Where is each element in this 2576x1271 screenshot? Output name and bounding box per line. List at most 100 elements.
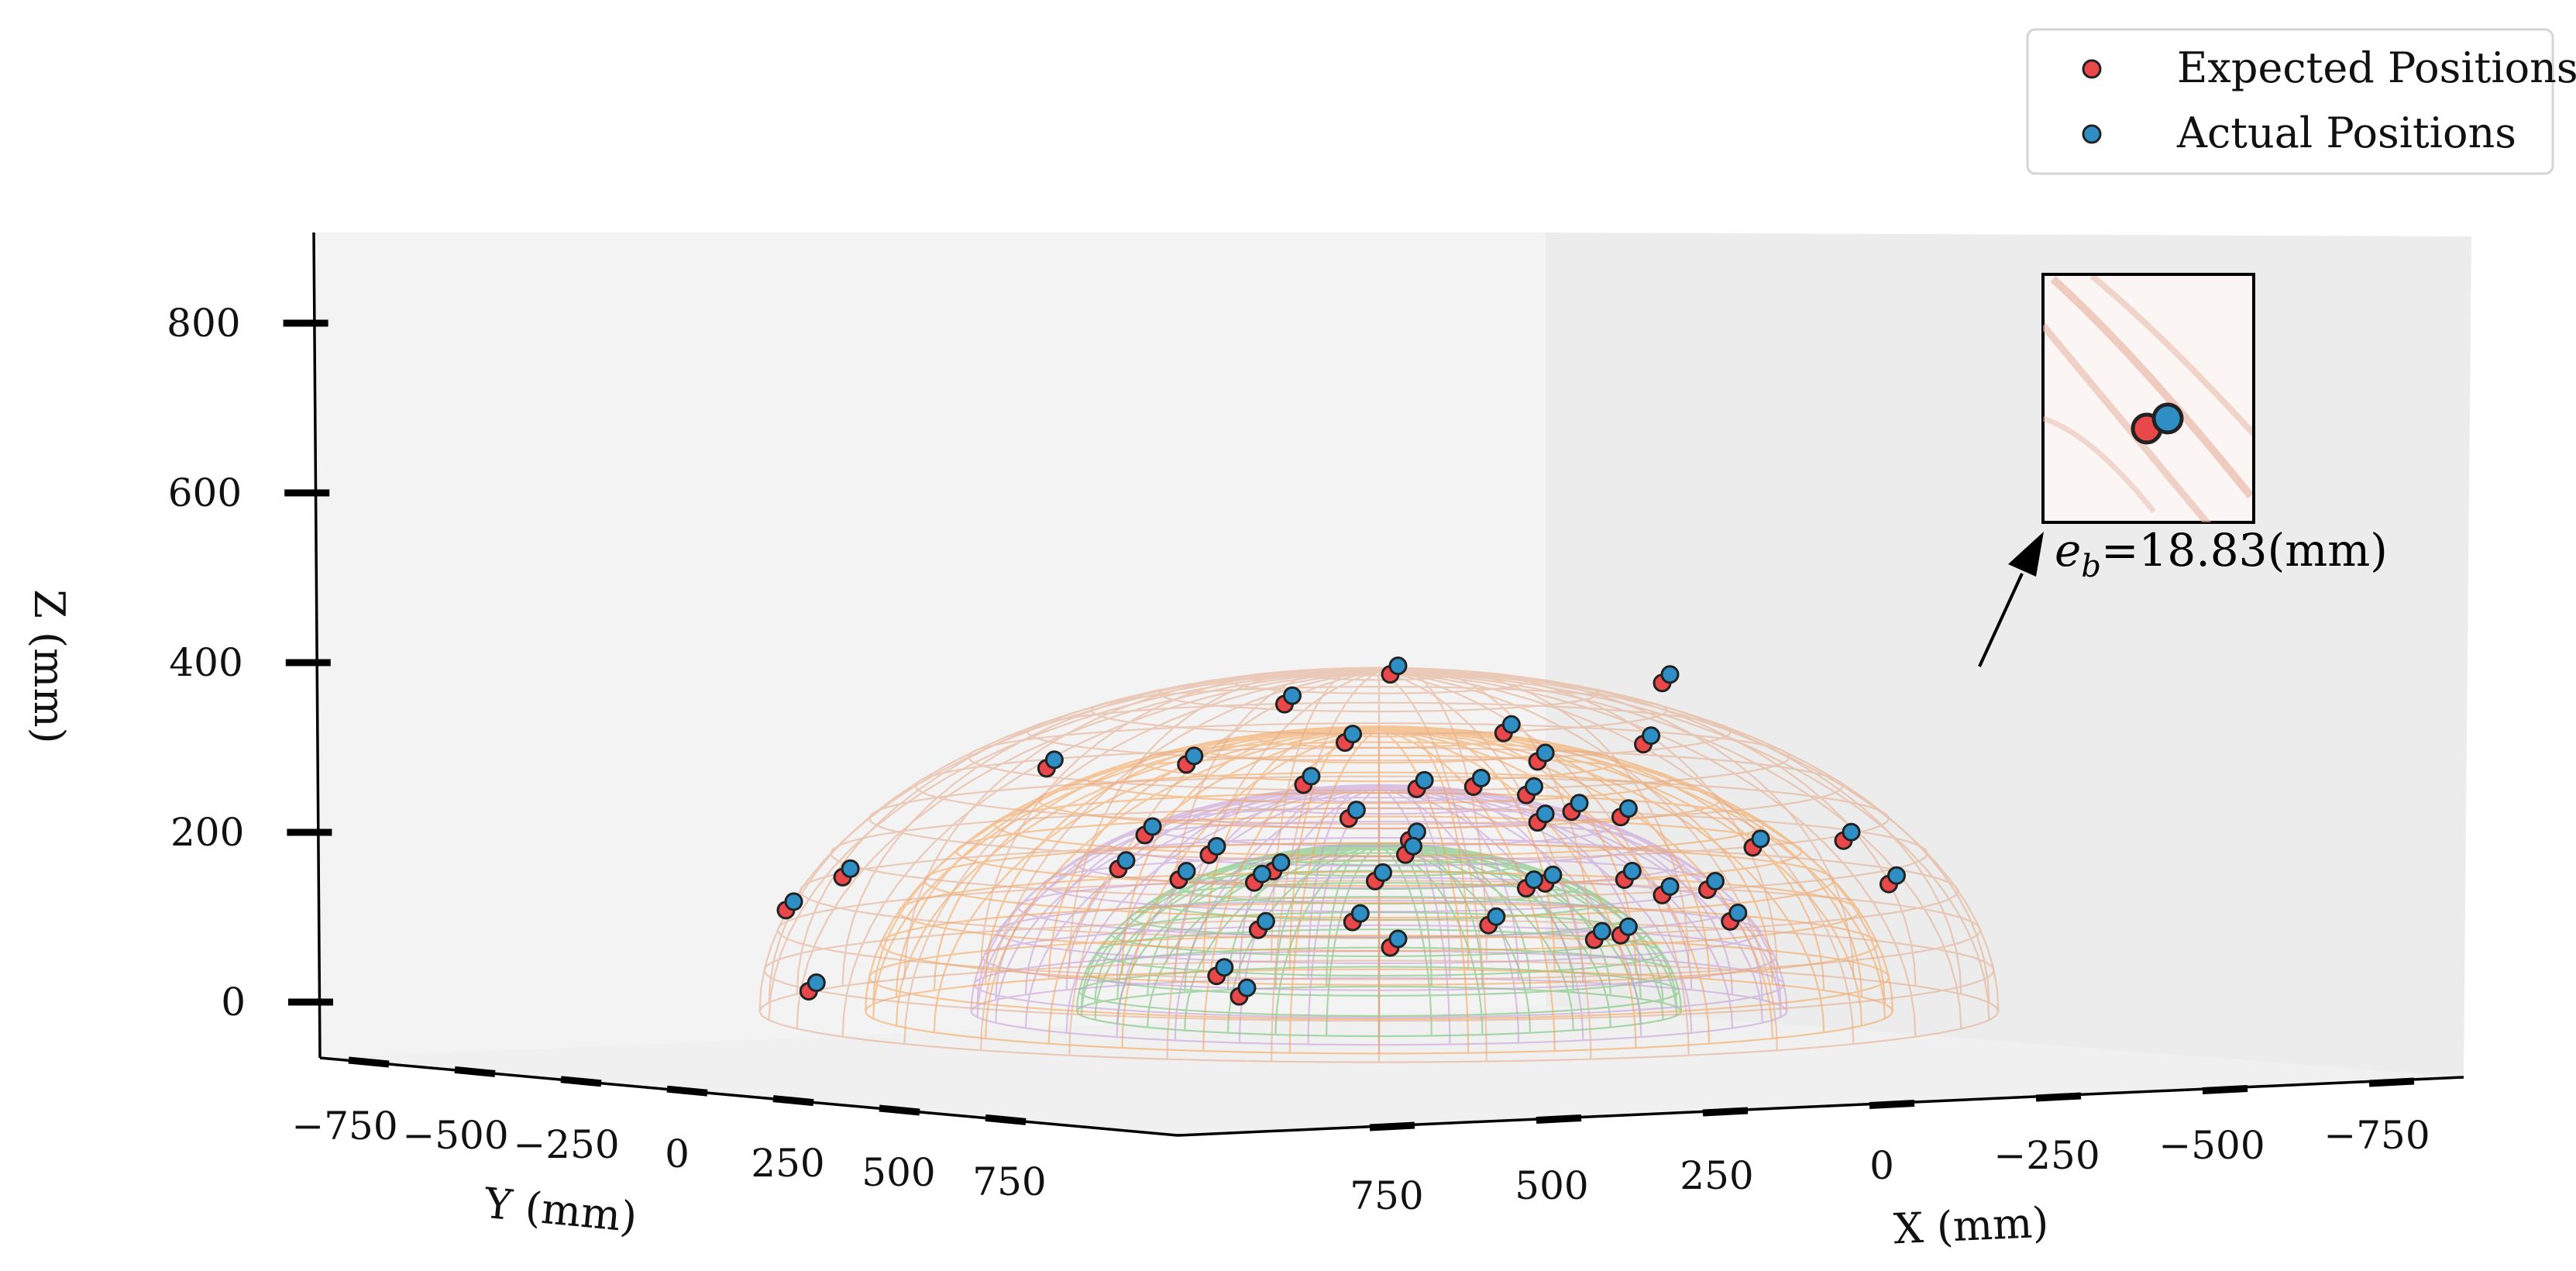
y-tick-label: −750	[291, 1104, 397, 1149]
y-tick-label: 0	[665, 1132, 690, 1176]
actual-point	[1471, 769, 1491, 787]
meridian-line	[841, 670, 1380, 1037]
x-tick-mark	[1536, 1114, 1582, 1124]
inset-mesh	[2043, 276, 2252, 522]
actual-point	[841, 859, 860, 878]
point-pair	[1230, 978, 1257, 1006]
z-tick-label: 800	[167, 301, 240, 346]
point-pair	[1463, 769, 1491, 796]
z-axis-line	[312, 232, 322, 1059]
point-pair	[1721, 903, 1748, 931]
actual-point	[1618, 917, 1638, 936]
y-tick-mark	[560, 1076, 602, 1087]
y-tick-mark	[985, 1114, 1027, 1125]
meridian-line	[1378, 726, 1637, 975]
actual-point	[807, 973, 826, 992]
meridian-line	[1378, 787, 1763, 1023]
actual-point	[1271, 853, 1291, 872]
actual-point	[1751, 829, 1770, 849]
x-tick-label: −750	[2323, 1113, 2430, 1158]
meridian-line	[1378, 670, 2000, 1012]
back-left-pane	[314, 232, 1546, 1058]
meridian-line	[796, 670, 1380, 1029]
legend: Expected Positions Actual Positions	[2026, 28, 2576, 175]
meridian-line	[1378, 669, 1855, 979]
meridian-line	[1378, 666, 1592, 964]
actual-point	[1622, 862, 1642, 880]
actual-point	[1543, 865, 1563, 884]
point-pair	[1743, 829, 1770, 857]
meridian-line	[1378, 670, 1855, 1045]
meridian-line	[1378, 670, 1487, 1062]
actual-point	[1487, 907, 1506, 926]
point-pair	[1169, 862, 1196, 890]
meridian-line	[864, 728, 1380, 1012]
point-pair	[1339, 801, 1366, 828]
meridian-line	[903, 670, 1380, 1045]
point-pair	[799, 973, 826, 1001]
point-pair	[1109, 851, 1136, 879]
point-pair	[1834, 822, 1861, 850]
x-axis-label: X (mm)	[1893, 1198, 2050, 1254]
meridian-line	[1080, 844, 1380, 1008]
point-pair	[1336, 725, 1362, 753]
point-pair	[1653, 877, 1680, 904]
point-pair	[1381, 656, 1408, 684]
actual-point	[1253, 864, 1271, 884]
meridian-line	[933, 728, 1380, 1033]
actual-point	[1660, 665, 1680, 684]
actual-point	[1887, 866, 1906, 885]
meridian-line	[1378, 728, 1711, 1044]
actual-point	[1256, 911, 1275, 931]
meridian-line	[1378, 670, 1690, 1056]
point-pair	[1381, 929, 1408, 957]
meridian-line	[1094, 844, 1380, 1020]
actual-point	[1177, 862, 1196, 881]
z-axis-label: Z (mm)	[25, 589, 74, 743]
actual-point	[1116, 851, 1136, 870]
meridian-line	[1378, 728, 1825, 1033]
actual-point	[1374, 863, 1392, 882]
actual-point	[1536, 743, 1555, 763]
z-tick-label: 400	[169, 640, 242, 685]
meridian-line	[980, 670, 1380, 1051]
point-pair	[1207, 958, 1234, 986]
y-axis-label: Y (mm)	[482, 1179, 639, 1242]
actual-point	[1660, 877, 1680, 896]
actual-point	[1283, 686, 1302, 705]
y-tick-label: 250	[751, 1141, 824, 1186]
legend-box	[2026, 28, 2554, 175]
point-pair	[1562, 794, 1589, 822]
hemisphere-wireframes	[758, 666, 2000, 1063]
meridian-line	[872, 728, 1380, 1004]
x-tick-label: −250	[1993, 1133, 2100, 1178]
y-tick-mark	[348, 1056, 390, 1068]
point-pair	[1528, 743, 1555, 771]
x-tick-label: −500	[2158, 1123, 2265, 1168]
point-pair	[1615, 862, 1642, 889]
point-pair	[1584, 921, 1611, 949]
point-pair	[1517, 870, 1543, 898]
point-pair	[1396, 836, 1422, 864]
meridian-line	[1378, 726, 1711, 980]
actual-point	[1525, 870, 1543, 890]
meridian-line	[1378, 670, 1990, 1021]
x-tick-label: 250	[1680, 1153, 1753, 1198]
actual-point	[1404, 836, 1422, 856]
point-pair	[1528, 804, 1555, 832]
error-inset: eb=18.83(mm)	[1978, 273, 2388, 667]
meridian-line	[1378, 670, 1917, 1037]
actual-point	[1618, 799, 1638, 818]
actual-point	[1343, 725, 1362, 744]
actual-point	[1350, 904, 1370, 923]
meridian-line	[1378, 667, 1690, 968]
y-tick-label: −500	[402, 1113, 508, 1158]
meridian-line	[895, 728, 1380, 1026]
meridian-line	[1378, 670, 1592, 1059]
point-pair	[1248, 911, 1275, 939]
actual-point	[1415, 770, 1434, 790]
actual-point	[1501, 715, 1521, 734]
actual-point	[1044, 750, 1064, 770]
